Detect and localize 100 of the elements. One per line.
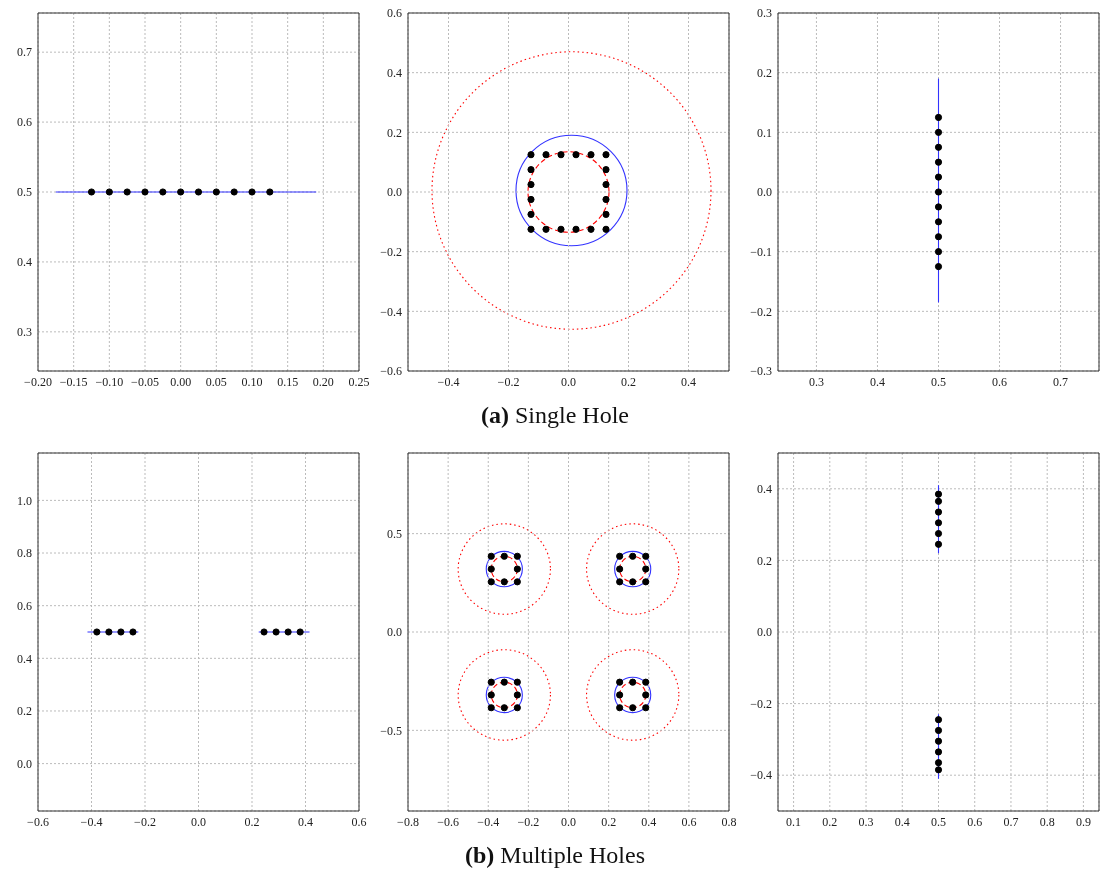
point: [513, 552, 521, 560]
point: [642, 691, 650, 699]
point: [487, 565, 495, 573]
point: [487, 678, 495, 686]
point: [602, 180, 610, 189]
point: [513, 704, 521, 712]
y-tick-label: −0.2: [750, 696, 772, 711]
y-tick-label: 0.2: [757, 553, 772, 568]
y-tick-label: −0.2: [750, 304, 772, 319]
point: [629, 678, 637, 686]
point: [587, 151, 595, 159]
x-tick-label: −0.05: [131, 374, 159, 389]
x-tick-label: −0.20: [24, 374, 52, 389]
x-tick-label: 0.7: [1003, 814, 1019, 829]
y-tick-label: 0.4: [17, 651, 32, 666]
point: [500, 552, 508, 560]
point: [487, 691, 495, 699]
x-tick-label: −0.15: [59, 374, 88, 389]
y-tick-label: 1.0: [17, 493, 32, 508]
x-tick-label: 0.4: [894, 814, 910, 829]
x-tick-label: 0.3: [858, 814, 874, 829]
y-tick-label: 0.0: [387, 625, 402, 640]
point: [934, 529, 943, 538]
point: [602, 166, 610, 174]
x-tick-label: 0.6: [681, 814, 697, 829]
x-tick-label: 0.00: [170, 374, 192, 389]
y-tick-label: 0.4: [387, 65, 402, 80]
point: [934, 716, 943, 724]
x-tick-label: −0.2: [497, 374, 520, 389]
point: [616, 578, 624, 586]
y-tick-label: −0.4: [380, 304, 402, 319]
y-tick-label: 0.5: [17, 185, 32, 200]
point: [616, 678, 624, 686]
point: [934, 490, 943, 498]
point: [616, 691, 624, 699]
text: (a) Single Hole: [481, 402, 629, 428]
x-tick-label: 0.4: [681, 374, 696, 389]
x-tick-label: 0.4: [298, 814, 313, 829]
point: [629, 704, 637, 712]
point: [934, 128, 943, 136]
point: [527, 195, 535, 204]
point: [642, 704, 650, 712]
y-tick-label: 0.2: [17, 704, 32, 719]
x-tick-label: 0.2: [621, 374, 636, 389]
point: [527, 180, 535, 189]
x-tick-label: 0.5: [931, 374, 946, 389]
y-tick-label: 0.7: [17, 45, 32, 60]
point: [629, 578, 637, 586]
y-tick-label: −0.1: [750, 244, 772, 259]
y-tick-label: 0.6: [17, 598, 32, 613]
x-tick-label: −0.6: [437, 814, 460, 829]
point: [934, 748, 943, 756]
point: [527, 151, 535, 159]
point: [934, 248, 943, 256]
y-tick-label: −0.6: [380, 364, 402, 379]
y-tick-label: 0.6: [387, 6, 402, 21]
point: [934, 759, 943, 767]
x-tick-label: 0.6: [992, 374, 1008, 389]
x-tick-label: 0.2: [601, 814, 617, 829]
point: [934, 233, 943, 241]
point: [542, 225, 550, 233]
x-tick-label: 0.7: [1053, 374, 1069, 389]
point: [602, 195, 610, 204]
text: (b) Multiple Holes: [465, 842, 645, 868]
y-tick-label: 0.3: [17, 325, 32, 340]
point: [934, 540, 943, 548]
point: [557, 225, 565, 233]
x-tick-label: 0.4: [869, 374, 885, 389]
y-tick-label: 0.1: [757, 125, 772, 140]
x-tick-label: 0.4: [641, 814, 657, 829]
point: [557, 151, 565, 159]
x-tick-label: 0.20: [312, 374, 334, 389]
point: [500, 704, 508, 712]
point: [616, 552, 624, 560]
point: [934, 188, 943, 196]
x-tick-label: 0.2: [822, 814, 838, 829]
point: [513, 565, 521, 573]
x-tick-label: 0.05: [205, 374, 227, 389]
x-tick-label: 0.1: [786, 814, 802, 829]
point: [934, 263, 943, 271]
point: [934, 143, 943, 151]
x-tick-label: 0.0: [191, 814, 206, 829]
x-tick-label: −0.4: [80, 814, 103, 829]
point: [934, 497, 943, 505]
point: [616, 704, 624, 712]
point: [500, 578, 508, 586]
point: [934, 737, 943, 745]
point: [602, 210, 610, 218]
point: [629, 552, 637, 560]
y-tick-label: 0.0: [757, 185, 772, 200]
y-tick-label: 0.0: [17, 756, 32, 771]
x-tick-label: 0.9: [1075, 814, 1091, 829]
x-tick-label: −0.2: [517, 814, 540, 829]
point: [513, 578, 521, 586]
point: [513, 691, 521, 699]
y-tick-label: −0.4: [750, 768, 772, 783]
point: [487, 704, 495, 712]
x-tick-label: 0.6: [351, 814, 367, 829]
x-tick-label: 0.15: [277, 374, 299, 389]
x-tick-label: 0.0: [561, 814, 576, 829]
